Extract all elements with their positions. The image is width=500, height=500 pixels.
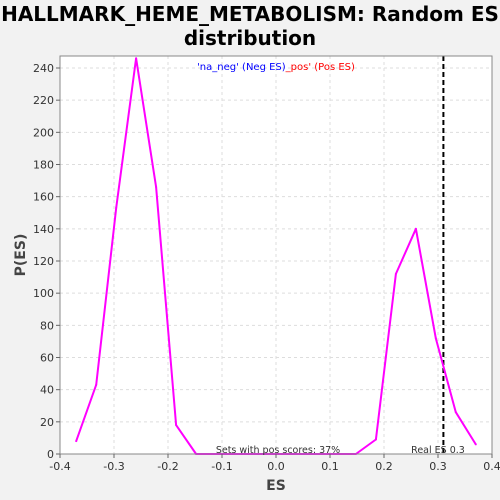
legend-neg-label: 'na_neg' (Neg ES) (197, 62, 286, 73)
y-tick-label: 100 (33, 287, 54, 300)
data-point (454, 411, 457, 414)
x-tick-label: -0.1 (211, 460, 232, 473)
axis-ticks: -0.4 -0.3 -0.2 -0.1 0.0 0.1 0.2 0.3 0.4 0 20 40 60 80… (33, 62, 500, 473)
legend: 'na_neg' (Neg ES)_pos' (Pos ES) (197, 62, 355, 73)
x-tick-label: 0.2 (375, 460, 393, 473)
x-tick-label: 0.4 (483, 460, 500, 473)
x-tick-label: -0.4 (49, 460, 70, 473)
legend-pos-label: _pos' (Pos ES) (285, 62, 355, 73)
y-tick-label: 220 (33, 94, 54, 107)
y-tick-label: 60 (40, 352, 54, 365)
x-tick-label: 0.3 (429, 460, 447, 473)
y-tick-label: 160 (33, 191, 54, 204)
x-tick-label: -0.3 (103, 460, 124, 473)
sets-pos-annotation: Sets with pos scores: 37% (216, 445, 340, 456)
y-tick-label: 20 (40, 416, 54, 429)
data-point (115, 206, 118, 209)
y-tick-label: 40 (40, 384, 54, 397)
data-point (414, 227, 417, 230)
data-point (374, 438, 377, 441)
chart-title: HALLMARK_HEME_METABOLISM: Random ES dist… (1, 2, 499, 50)
data-point (155, 186, 158, 189)
data-point (135, 57, 138, 60)
x-axis-label: ES (266, 478, 286, 494)
y-tick-label: 240 (33, 62, 54, 75)
data-point (474, 443, 477, 446)
real-es-label: Real ES 0.3 (411, 445, 465, 456)
y-tick-label: 200 (33, 126, 54, 139)
y-tick-label: 80 (40, 319, 54, 332)
x-tick-label: 0.1 (321, 460, 339, 473)
data-point (434, 337, 437, 340)
y-tick-label: 140 (33, 223, 54, 236)
data-point (175, 424, 178, 427)
data-point (75, 440, 78, 443)
data-point (95, 383, 98, 386)
y-tick-label: 0 (47, 448, 54, 461)
data-point (394, 272, 397, 275)
x-tick-label: -0.2 (157, 460, 178, 473)
y-axis-label: P(ES) (13, 234, 29, 277)
y-tick-label: 120 (33, 255, 54, 268)
x-tick-label: 0.0 (267, 460, 285, 473)
y-tick-label: 180 (33, 159, 54, 172)
